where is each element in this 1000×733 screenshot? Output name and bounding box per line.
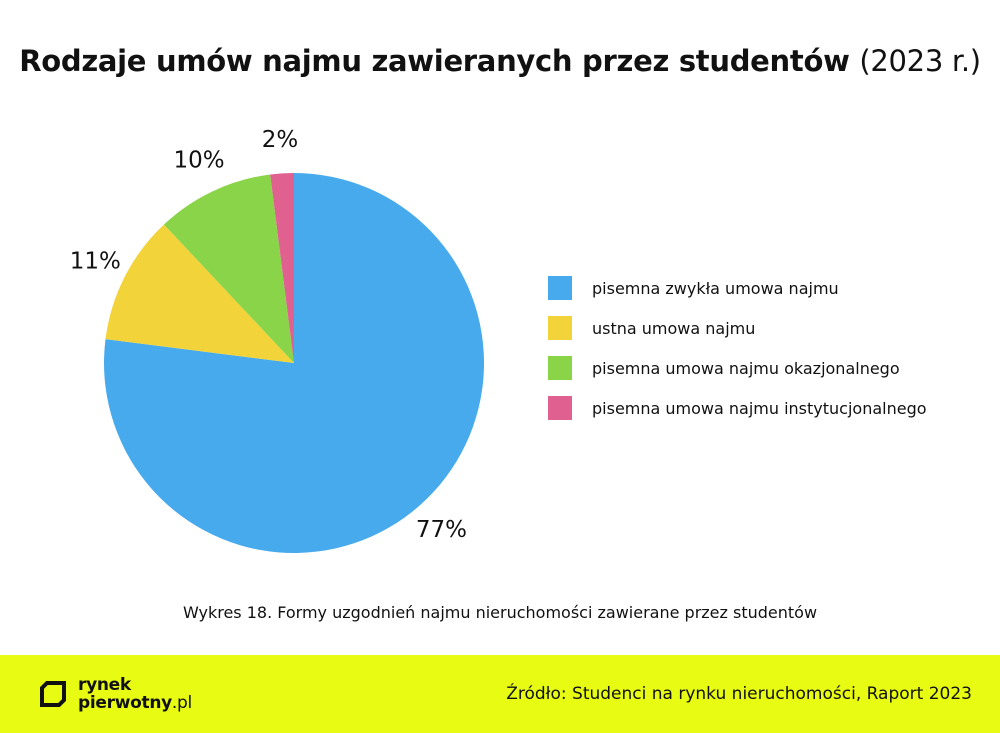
figure-caption: Wykres 18. Formy uzgodnień najmu nieruch… (182, 603, 818, 622)
pie-slice-3 (163, 174, 294, 363)
pie-slice-2 (105, 224, 295, 363)
logo-line2: pierwotny (78, 693, 172, 713)
logo-text: rynek pierwotny.pl (78, 676, 192, 712)
pie-label-4: 2% (262, 127, 299, 153)
pie-labels: 77% 11% 10% 2% (70, 127, 467, 543)
legend-label-3: pisemna umowa najmu okazjonalnego (592, 358, 900, 378)
legend-item-4: pisemna umowa najmu instytucjonalnego (548, 388, 927, 428)
pie-label-1: 77% (416, 517, 467, 543)
pie-chart: 77% 11% 10% 2% (70, 127, 485, 553)
brand-logo: rynek pierwotny.pl (38, 676, 192, 712)
logo-line1: rynek (78, 675, 131, 695)
chart-title-year: (2023 r.) (859, 44, 981, 78)
chart-title: Rodzaje umów najmu zawieranych przez stu… (0, 44, 1000, 78)
legend-swatch-3 (548, 356, 572, 380)
pie-slice-4 (270, 173, 294, 363)
footer-bar: rynek pierwotny.pl Źródło: Studenci na r… (0, 655, 1000, 733)
legend-swatch-2 (548, 316, 572, 340)
legend-label-2: ustna umowa najmu (592, 318, 756, 338)
legend-swatch-4 (548, 396, 572, 420)
pie-label-2: 11% (70, 248, 121, 274)
pie-label-3: 10% (173, 148, 224, 174)
logo-domain: .pl (171, 693, 192, 713)
chart-title-main: Rodzaje umów najmu zawieranych przez stu… (19, 44, 850, 78)
legend-item-2: ustna umowa najmu (548, 308, 927, 348)
pie-slices (104, 173, 485, 553)
legend-label-1: pisemna zwykła umowa najmu (592, 278, 839, 298)
source-note: Źródło: Studenci na rynku nieruchomości,… (506, 684, 972, 704)
legend-item-1: pisemna zwykła umowa najmu (548, 268, 927, 308)
legend-label-4: pisemna umowa najmu instytucjonalnego (592, 398, 927, 418)
legend-swatch-1 (548, 276, 572, 300)
chart-legend: pisemna zwykła umowa najmu ustna umowa na… (548, 268, 927, 428)
legend-item-3: pisemna umowa najmu okazjonalnego (548, 348, 927, 388)
logo-mark-icon (40, 681, 66, 707)
